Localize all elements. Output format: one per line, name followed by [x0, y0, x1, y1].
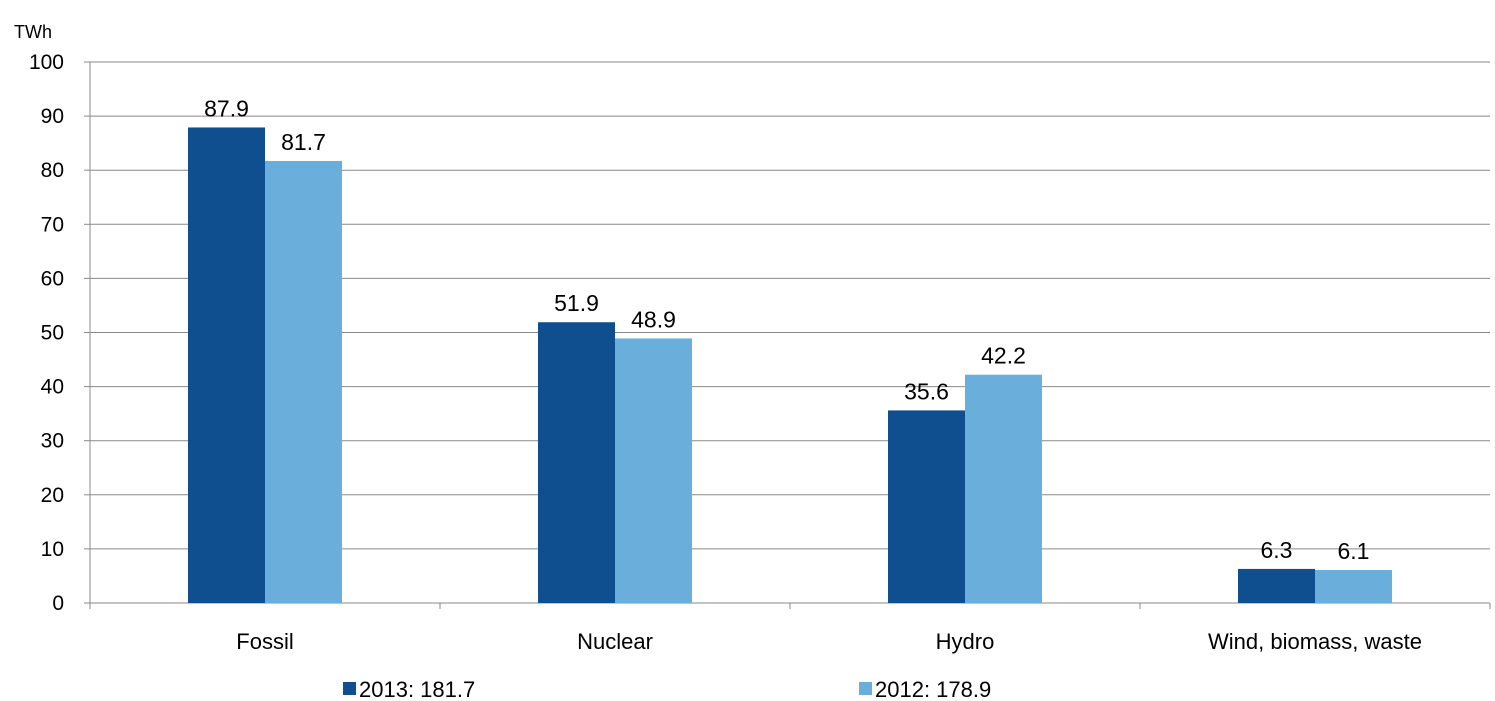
- data-label: 6.3: [1261, 537, 1293, 563]
- y-tick-label: 0: [52, 592, 64, 615]
- category-label: Nuclear: [577, 629, 653, 654]
- y-tick-label: 90: [41, 105, 64, 128]
- y-tick-label: 80: [41, 159, 64, 182]
- bar: [615, 338, 692, 603]
- y-tick-label: 10: [41, 538, 64, 561]
- y-tick-label: 30: [41, 430, 64, 453]
- bar: [1238, 568, 1315, 603]
- bar: [188, 127, 265, 603]
- y-tick-label: 40: [41, 376, 64, 399]
- y-tick-label: 60: [41, 267, 64, 290]
- bar: [265, 161, 342, 604]
- y-axis-tick-labels: 0 10 20 30 40 50 60 70 80 90 100: [29, 51, 64, 615]
- y-axis-unit-label: TWh: [14, 22, 52, 42]
- bars: [188, 127, 1392, 604]
- legend-swatch: [343, 682, 356, 695]
- legend-swatch: [859, 682, 872, 695]
- data-labels: 87.9 81.7 51.9 48.9 35.6 42.2 6.3 6.1: [204, 95, 1369, 564]
- y-tick-label: 20: [41, 484, 64, 507]
- data-label: 42.2: [981, 343, 1026, 369]
- y-tick-label: 100: [29, 51, 64, 74]
- category-label: Hydro: [936, 629, 995, 654]
- data-label: 81.7: [281, 129, 326, 155]
- data-label: 35.6: [904, 378, 949, 404]
- data-label: 48.9: [631, 306, 676, 332]
- data-label: 6.1: [1338, 538, 1370, 564]
- bar: [965, 374, 1042, 603]
- category-label: Fossil: [236, 629, 293, 654]
- legend-label: 2013: 181.7: [359, 677, 475, 701]
- legend: 2013: 181.7 2012: 178.9: [343, 677, 991, 701]
- category-label: Wind, biomass, waste: [1208, 629, 1422, 654]
- y-tick-label: 70: [41, 213, 64, 236]
- bar: [888, 410, 965, 603]
- data-label: 87.9: [204, 95, 249, 121]
- y-tick-label: 50: [41, 322, 64, 345]
- category-labels: Fossil Nuclear Hydro Wind, biomass, waste: [236, 629, 1422, 654]
- bar: [1315, 569, 1392, 603]
- legend-label: 2012: 178.9: [875, 677, 991, 701]
- data-label: 51.9: [554, 290, 599, 316]
- bar: [538, 322, 615, 603]
